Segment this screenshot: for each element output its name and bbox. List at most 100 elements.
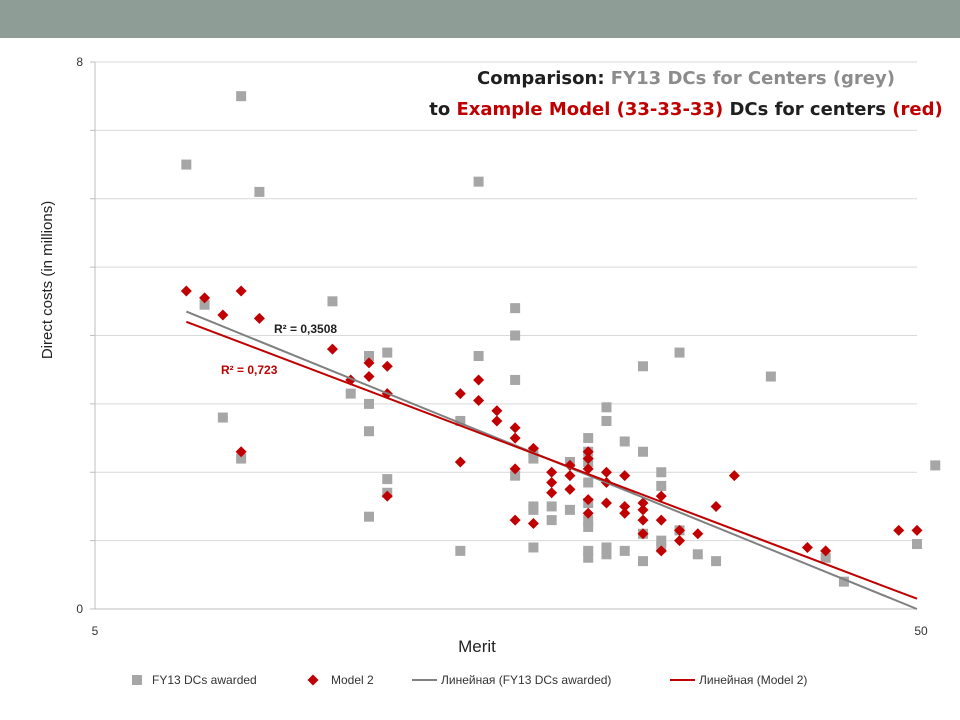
data-point-model2 — [509, 463, 521, 475]
data-point-fy13 — [638, 361, 648, 372]
data-point-fy13 — [619, 436, 630, 447]
data-point-model2 — [564, 483, 576, 495]
data-point-fy13 — [528, 453, 539, 464]
legend-label: Линейная (FY13 DCs awarded) — [441, 673, 611, 687]
data-point-fy13 — [912, 539, 922, 550]
data-point-fy13 — [528, 542, 539, 553]
data-point-model2 — [217, 309, 229, 321]
data-point-fy13 — [583, 433, 594, 444]
data-point-fy13 — [199, 299, 210, 310]
data-point-model2 — [582, 494, 594, 506]
legend-marker-fy13 — [132, 675, 142, 685]
x-ticks: 5 50 — [92, 624, 928, 638]
data-point-model2 — [619, 500, 631, 512]
legend-label: Model 2 — [331, 673, 374, 687]
data-point-fy13 — [638, 446, 648, 457]
title-segment: FY13 DCs for Centers (grey) — [611, 68, 895, 89]
data-point-fy13 — [601, 549, 612, 560]
title-segment: Example Model (33-33-33) — [457, 99, 724, 120]
data-point-fy13 — [510, 470, 521, 481]
series-model2-points — [180, 285, 923, 557]
data-point-model2 — [454, 456, 466, 468]
chart-title-line1: Comparison: FY13 DCs for Centers (grey) — [477, 68, 895, 89]
data-point-model2 — [473, 374, 485, 386]
data-point-model2 — [235, 285, 247, 297]
title-segment: DCs for centers — [723, 99, 892, 120]
data-point-fy13 — [656, 467, 667, 478]
data-point-fy13 — [382, 347, 393, 358]
data-point-fy13 — [656, 480, 667, 491]
legend-label: Линейная (Model 2) — [699, 673, 807, 687]
title-segment: (red) — [892, 99, 942, 120]
data-point-fy13 — [583, 545, 594, 556]
data-point-fy13 — [601, 415, 612, 426]
trendline-model2 — [185, 320, 918, 600]
data-point-fy13 — [382, 474, 393, 485]
data-point-fy13 — [364, 426, 374, 437]
data-point-fy13 — [181, 159, 192, 170]
legend-marker-model2 — [307, 674, 319, 686]
data-point-model2 — [911, 524, 923, 536]
data-point-fy13 — [327, 296, 338, 307]
data-point-fy13 — [528, 504, 539, 515]
series-fy13-points — [181, 91, 941, 587]
data-point-model2 — [674, 535, 686, 547]
data-point-model2 — [546, 487, 558, 499]
data-point-model2 — [180, 285, 192, 297]
data-point-model2 — [473, 394, 485, 406]
data-point-fy13 — [510, 374, 521, 385]
data-point-fy13 — [510, 330, 521, 341]
data-point-model2 — [363, 371, 375, 383]
y-axis-title: Direct costs (in millions) — [39, 201, 56, 359]
trendlines — [185, 310, 918, 610]
data-point-model2 — [637, 497, 649, 509]
data-point-fy13 — [711, 556, 722, 567]
data-point-fy13 — [838, 576, 849, 587]
data-point-model2 — [637, 514, 649, 526]
title-segment: Comparison: — [477, 68, 611, 89]
data-point-fy13 — [583, 477, 594, 488]
data-point-model2 — [655, 545, 667, 557]
data-point-model2 — [363, 357, 375, 369]
data-point-fy13 — [546, 515, 557, 526]
title-segment: to — [429, 99, 456, 120]
data-point-fy13 — [236, 453, 247, 464]
data-point-model2 — [582, 453, 594, 465]
data-point-fy13 — [656, 535, 667, 546]
data-point-model2 — [546, 466, 558, 478]
data-point-fy13 — [583, 521, 594, 532]
data-point-model2 — [546, 477, 558, 489]
data-point-fy13 — [564, 504, 575, 515]
data-point-model2 — [582, 463, 594, 475]
y-tick-label: 8 — [76, 55, 83, 69]
data-point-model2 — [655, 490, 667, 502]
data-point-model2 — [600, 466, 612, 478]
y-tick-label: 0 — [76, 602, 83, 616]
data-point-model2 — [381, 360, 393, 372]
data-point-model2 — [674, 524, 686, 536]
data-point-fy13 — [601, 542, 612, 553]
data-point-model2 — [253, 312, 265, 324]
x-tick-label: 50 — [914, 624, 928, 638]
data-point-model2 — [491, 405, 503, 417]
data-point-model2 — [655, 514, 667, 526]
data-point-model2 — [326, 343, 338, 355]
data-point-fy13 — [236, 91, 247, 102]
data-point-fy13 — [364, 511, 374, 522]
data-point-fy13 — [455, 545, 466, 556]
data-point-model2 — [820, 545, 832, 557]
data-point-model2 — [801, 541, 813, 553]
data-point-model2 — [619, 507, 631, 519]
data-point-model2 — [564, 470, 576, 482]
legend-label: FY13 DCs awarded — [152, 673, 257, 687]
gridlines — [95, 61, 917, 542]
data-point-model2 — [728, 470, 740, 482]
data-point-fy13 — [583, 515, 594, 526]
data-point-fy13 — [455, 415, 466, 426]
chart-title-line2: to Example Model (33-33-33) DCs for cent… — [429, 99, 942, 120]
legend: FY13 DCs awarded Model 2 Линейная (FY13 DC… — [132, 673, 807, 687]
data-point-model2 — [381, 490, 393, 502]
data-point-fy13 — [638, 556, 648, 567]
data-point-fy13 — [345, 388, 356, 399]
